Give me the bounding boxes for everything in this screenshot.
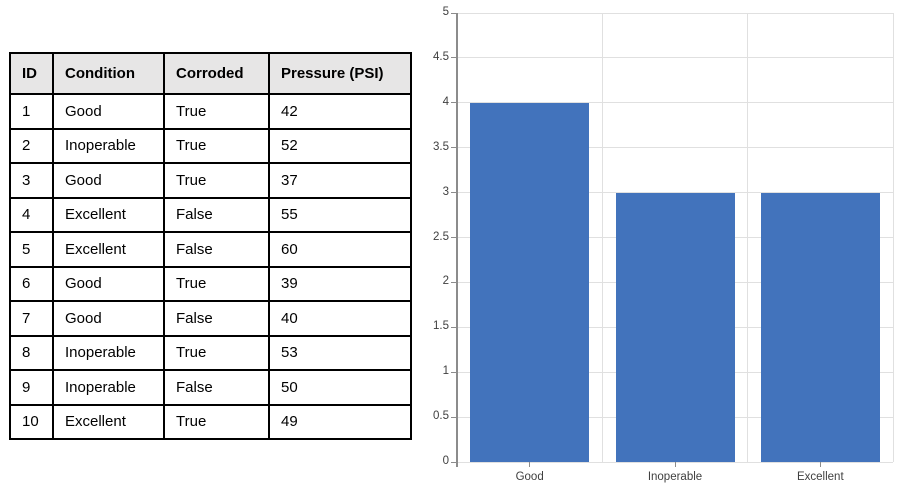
x-axis-tick: [674, 462, 676, 467]
cell-id: 1: [9, 93, 54, 130]
cell-id: 6: [9, 265, 54, 302]
cell-id: 3: [9, 162, 54, 199]
y-axis-tick: [451, 326, 457, 328]
cell-condition: Excellent: [52, 403, 165, 440]
cell-id: 2: [9, 127, 54, 164]
cell-corroded: False: [163, 369, 270, 406]
column-header-pressure: Pressure (PSI): [268, 52, 412, 95]
y-axis-tick: [451, 416, 457, 418]
table-row: 8 Inoperable True 53: [9, 334, 412, 371]
y-axis-tick: [451, 147, 457, 149]
cell-corroded: True: [163, 403, 270, 440]
x-axis-category-label: Good: [515, 471, 544, 483]
cell-id: 8: [9, 334, 54, 371]
y-axis-tick-label: 2: [442, 275, 449, 288]
cell-condition: Good: [52, 265, 165, 302]
table-row: 9 Inoperable False 50: [9, 369, 412, 406]
cell-condition: Good: [52, 162, 165, 199]
table-header-row: ID Condition Corroded Pressure (PSI): [9, 52, 412, 95]
x-axis-tick: [819, 462, 821, 467]
table-row: 5 Excellent False 60: [9, 231, 412, 268]
cell-pressure: 55: [268, 196, 412, 233]
cell-pressure: 39: [268, 265, 412, 302]
cell-id: 9: [9, 369, 54, 406]
x-axis-category-label: Inoperable: [647, 471, 703, 483]
cell-pressure: 50: [268, 369, 412, 406]
gridline-horizontal: [457, 12, 893, 14]
bar-chart: 5 4.5 4 3.5 3 2.5 2 1.5 1 0.5 0 Good Inoperable Excel…: [420, 0, 904, 487]
y-axis-tick: [451, 461, 457, 463]
cell-pressure: 37: [268, 162, 412, 199]
y-axis-line: [456, 13, 458, 467]
bar-good: [470, 102, 590, 462]
cell-condition: Inoperable: [52, 127, 165, 164]
cell-id: 10: [9, 403, 54, 440]
table-row: 10 Excellent True 49: [9, 403, 412, 440]
cell-corroded: True: [163, 265, 270, 302]
y-axis-tick: [451, 102, 457, 104]
y-axis-tick-label: 0: [442, 455, 449, 467]
cell-pressure: 40: [268, 300, 412, 337]
cell-id: 5: [9, 231, 54, 268]
y-axis-tick-label: 4: [442, 95, 449, 108]
cell-pressure: 53: [268, 334, 412, 371]
cell-condition: Excellent: [52, 196, 165, 233]
table-row: 3 Good True 37: [9, 162, 412, 199]
y-axis-tick: [451, 57, 457, 59]
cell-pressure: 52: [268, 127, 412, 164]
gridline-vertical: [747, 13, 749, 462]
y-axis-tick: [451, 192, 457, 194]
x-axis-category-label: Excellent: [796, 471, 844, 483]
cell-corroded: False: [163, 196, 270, 233]
cell-condition: Good: [52, 93, 165, 130]
y-axis-tick-label: 4.5: [433, 50, 449, 63]
y-axis-tick-label: 3: [442, 185, 449, 198]
gridline-horizontal: [457, 57, 893, 59]
cell-pressure: 60: [268, 231, 412, 268]
gridline-vertical: [892, 13, 894, 462]
y-axis-tick: [451, 371, 457, 373]
cell-pressure: 49: [268, 403, 412, 440]
cell-corroded: True: [163, 162, 270, 199]
y-axis-tick-label: 0.5: [433, 410, 449, 423]
cell-corroded: False: [163, 231, 270, 268]
y-axis-tick-label: 2.5: [433, 230, 449, 243]
cell-corroded: True: [163, 93, 270, 130]
column-header-corroded: Corroded: [163, 52, 270, 95]
table-row: 6 Good True 39: [9, 265, 412, 302]
table-body: 1 Good True 42 2 Inoperable True 52 3 Good True 37 4…: [9, 93, 412, 440]
y-axis-tick: [451, 281, 457, 283]
bar-excellent: [760, 192, 880, 462]
gridline-horizontal: [457, 102, 893, 104]
table-row: 7 Good False 40: [9, 300, 412, 337]
cell-pressure: 42: [268, 93, 412, 130]
cell-id: 7: [9, 300, 54, 337]
cell-condition: Inoperable: [52, 369, 165, 406]
cell-condition: Good: [52, 300, 165, 337]
cell-id: 4: [9, 196, 54, 233]
cell-corroded: True: [163, 127, 270, 164]
y-axis-tick-label: 3.5: [433, 140, 449, 153]
y-axis-tick-label: 1.5: [433, 320, 449, 333]
cell-corroded: False: [163, 300, 270, 337]
y-axis-tick-label: 5: [442, 6, 449, 18]
cell-condition: Excellent: [52, 231, 165, 268]
y-axis-tick: [451, 12, 457, 14]
x-axis-tick: [529, 462, 531, 467]
cell-corroded: True: [163, 334, 270, 371]
table-row: 4 Excellent False 55: [9, 196, 412, 233]
table-row: 1 Good True 42: [9, 93, 412, 130]
cell-condition: Inoperable: [52, 334, 165, 371]
data-table: ID Condition Corroded Pressure (PSI) 1 Go…: [9, 52, 412, 440]
gridline-horizontal: [457, 147, 893, 149]
gridline-vertical: [601, 13, 603, 462]
y-axis-tick: [451, 237, 457, 238]
column-header-condition: Condition: [52, 52, 165, 95]
bar-inoperable: [615, 192, 735, 462]
table-row: 2 Inoperable True 52: [9, 127, 412, 164]
column-header-id: ID: [9, 52, 54, 95]
y-axis-tick-label: 1: [442, 365, 449, 378]
